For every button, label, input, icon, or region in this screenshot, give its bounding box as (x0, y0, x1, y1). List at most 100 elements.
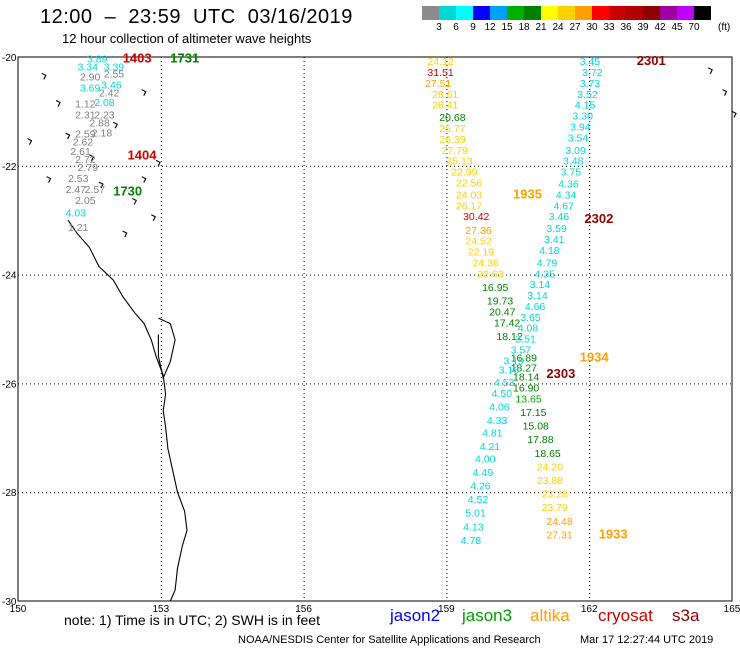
grid-dot (303, 441, 305, 442)
grid-dot (174, 383, 175, 385)
credit-text: NOAA/NESDIS Center for Satellite Applica… (238, 634, 541, 646)
grid-dot (506, 165, 507, 167)
lat-tick-label: -26 (2, 379, 17, 390)
grid-dot (160, 529, 162, 530)
wave-height-label: 4.78 (461, 535, 482, 547)
grid-dot (446, 485, 448, 486)
grid-dot (642, 383, 643, 385)
grid-dot (574, 274, 575, 276)
grid-dot (303, 449, 305, 450)
grid-dot (190, 492, 191, 494)
grid-dot (698, 492, 699, 494)
grid-dot (126, 492, 127, 494)
grid-dot (160, 73, 162, 74)
grid-dot (278, 274, 279, 276)
grid-dot (303, 493, 305, 494)
grid-dot (446, 473, 448, 474)
grid-dot (446, 445, 448, 446)
grid-dot (462, 492, 463, 494)
grid-dot (86, 383, 87, 385)
grid-dot (589, 305, 591, 306)
wave-height-label: 18.65 (535, 448, 561, 460)
grid-dot (166, 492, 167, 494)
scale-swatch (626, 6, 643, 20)
grid-dot (210, 165, 211, 167)
wave-height-label: 2.59 (75, 129, 96, 141)
grid-dot (374, 492, 375, 494)
grid-dot (446, 245, 448, 246)
grid-dot (150, 165, 151, 167)
grid-dot (160, 437, 162, 438)
grid-dot (160, 145, 162, 146)
grid-dot (589, 445, 591, 446)
grid-dot (589, 265, 591, 266)
grid-dot (234, 165, 235, 167)
grid-dot (303, 285, 305, 286)
scale-label: 3 (436, 22, 442, 33)
grid-dot (38, 165, 39, 167)
grid-dot (303, 237, 305, 238)
grid-dot (446, 549, 448, 550)
grid-dot (446, 429, 448, 430)
grid-dot (160, 253, 162, 254)
grid-dot (160, 573, 162, 574)
wave-height-label: 4.21 (480, 441, 501, 453)
grid-dot (589, 77, 591, 78)
wave-height-label: 3.14 (527, 290, 548, 302)
grid-dot (650, 165, 651, 167)
grid-dot (454, 274, 455, 276)
grid-dot (589, 417, 591, 418)
grid-dot (154, 492, 155, 494)
grid-dot (589, 245, 591, 246)
wave-height-label: 15.08 (523, 421, 549, 433)
grid-dot (466, 165, 467, 167)
grid-dot (446, 333, 448, 334)
wave-height-label: 26.41 (432, 100, 458, 112)
grid-dot (702, 165, 703, 167)
grid-dot (318, 492, 319, 494)
grid-dot (160, 345, 162, 346)
grid-dot (278, 492, 279, 494)
grid-dot (354, 274, 355, 276)
grid-dot (160, 441, 162, 442)
grid-dot (446, 381, 448, 382)
grid-dot (310, 274, 311, 276)
grid-dot (206, 274, 207, 276)
grid-dot (374, 383, 375, 385)
legend-jason3: jason3 (462, 606, 513, 625)
grid-dot (38, 274, 39, 276)
grid-dot (589, 145, 591, 146)
grid-dot (446, 269, 448, 270)
grid-dot (160, 65, 162, 66)
grid-dot (326, 383, 327, 385)
grid-dot (303, 225, 305, 226)
grid-dot (589, 297, 591, 298)
grid-dot (210, 274, 211, 276)
grid-dot (618, 165, 619, 167)
grid-dot (160, 569, 162, 570)
grid-dot (346, 274, 347, 276)
grid-dot (446, 141, 448, 142)
grid-dot (238, 492, 239, 494)
wave-height-label: 2.31 (75, 110, 96, 122)
grid-dot (589, 61, 591, 62)
grid-dot (430, 165, 431, 167)
lon-tick-label: 153 (152, 604, 169, 615)
grid-dot (303, 365, 305, 366)
grid-dot (589, 361, 591, 362)
grid-dot (589, 549, 591, 550)
grid-dot (446, 525, 448, 526)
wave-height-label: 20.47 (489, 306, 515, 318)
grid-dot (234, 492, 235, 494)
grid-dot (160, 77, 162, 78)
grid-dot (446, 61, 448, 62)
grid-dot (474, 383, 475, 385)
grid-dot (234, 383, 235, 385)
grid-dot (650, 383, 651, 385)
grid-dot (294, 492, 295, 494)
wave-height-label: 3.75 (561, 167, 582, 179)
grid-dot (434, 383, 435, 385)
grid-dot (303, 445, 305, 446)
grid-dot (442, 383, 443, 385)
grid-dot (354, 492, 355, 494)
